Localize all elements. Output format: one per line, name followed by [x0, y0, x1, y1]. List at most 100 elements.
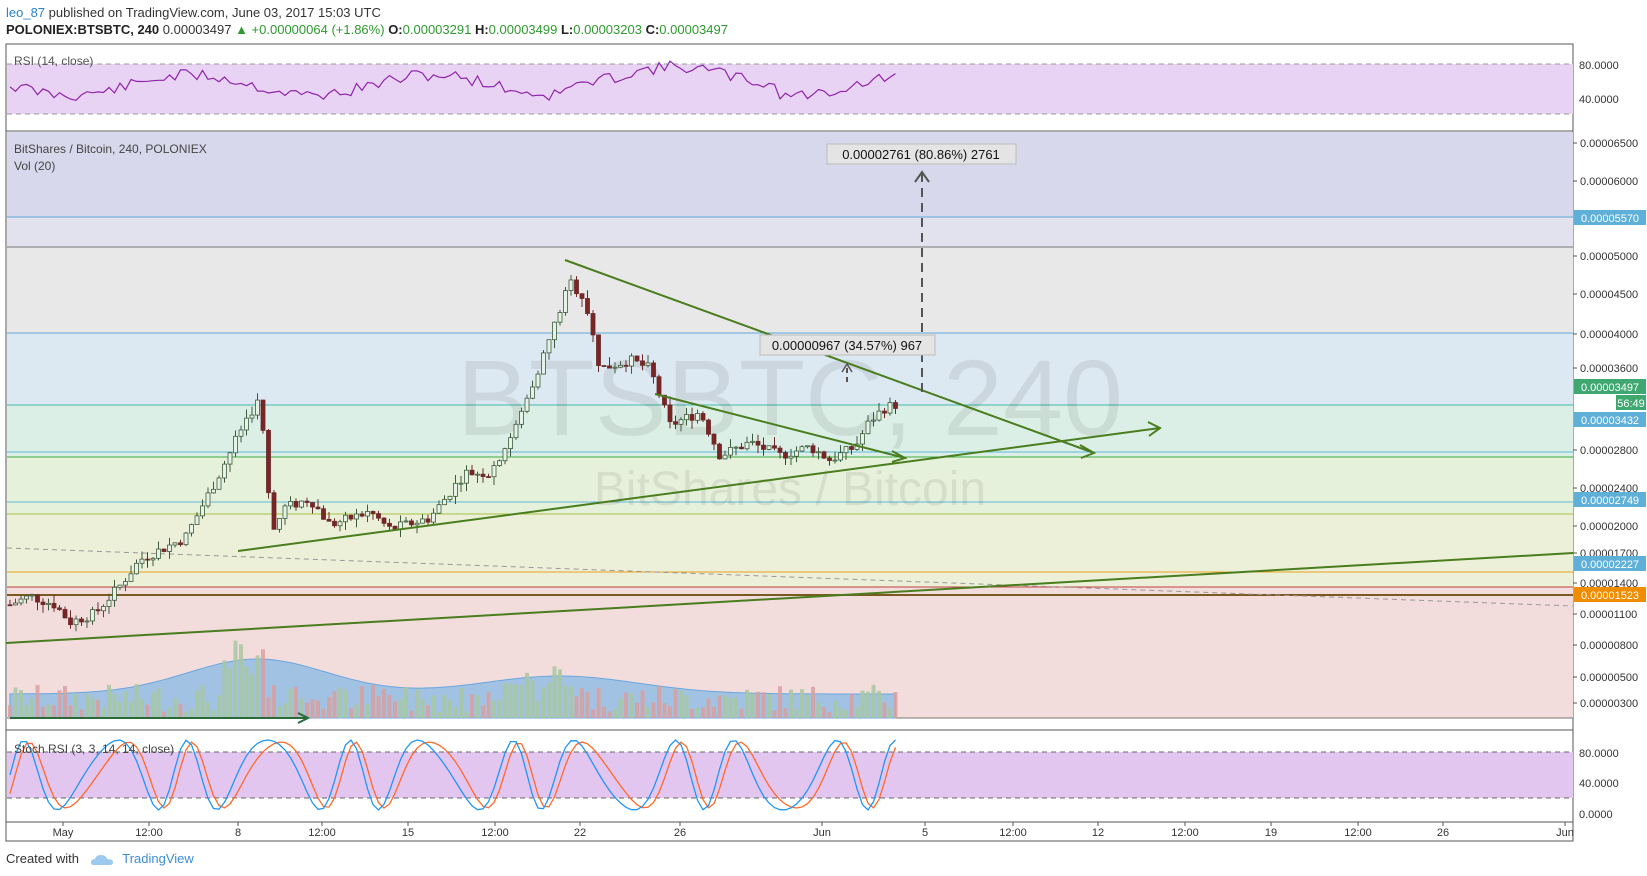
candle-body [150, 557, 156, 561]
candle-body [447, 495, 453, 500]
time-tick-label: 19 [1265, 827, 1277, 839]
candle-body [238, 429, 244, 437]
volume-bar [222, 660, 227, 718]
candle-body [216, 477, 222, 490]
low-value: 0.00003203 [573, 22, 642, 37]
inner-arrow-head [891, 450, 908, 463]
volume-bar [734, 697, 738, 718]
volume-bar [13, 687, 18, 718]
volume-bar [57, 690, 62, 718]
volume-bar [19, 690, 23, 718]
volume-bar [437, 711, 441, 718]
volume-bar [382, 688, 386, 718]
volume-bar [866, 691, 870, 718]
candle-body [563, 290, 568, 313]
volume-bar [398, 699, 403, 718]
candle-body [673, 421, 678, 425]
stoch-tick-80: 80.0000 [1579, 748, 1619, 760]
candle-body [458, 482, 464, 485]
quote-line: POLONIEX:BTSBTC, 240 0.00003497 ▲ +0.000… [6, 21, 728, 38]
candle-body [728, 446, 733, 456]
volume-bar [266, 697, 271, 718]
volume-bar [233, 640, 238, 718]
tradingview-brand-link[interactable]: TradingView [122, 851, 194, 866]
volume-bar [794, 709, 799, 718]
candle-body [788, 455, 794, 459]
time-tick-label: 5 [922, 827, 928, 839]
candle-body [546, 339, 552, 354]
high-value: 0.00003499 [488, 22, 558, 37]
volume-bar [536, 700, 540, 718]
volume-bar [85, 693, 89, 718]
stoch-panel: Stoch RSI (3, 3, 14, 14, close) 80.0000 … [7, 739, 1619, 821]
candle-body [288, 501, 293, 507]
volume-bar [8, 705, 12, 718]
time-tick-label: 26 [1437, 827, 1449, 839]
price-tags: 0.00005570 0.00003497 56:49 0.00003432 0.000… [1574, 210, 1646, 602]
candle-body [425, 518, 431, 523]
candle-body [189, 524, 194, 534]
candle-body [211, 488, 216, 494]
volume-bar [272, 685, 276, 718]
volume-bar [580, 688, 584, 718]
candle-body [717, 443, 722, 460]
volume-bar [789, 689, 793, 718]
volume-bar [288, 688, 293, 718]
candle-body [359, 513, 365, 517]
candle-body [326, 518, 332, 522]
candle-body [244, 417, 249, 431]
volume-bar [602, 706, 606, 718]
rsi-title: RSI (14, close) [14, 54, 93, 68]
price-tag-box [1574, 412, 1646, 427]
candle-body [95, 609, 101, 612]
candle-body [398, 521, 403, 530]
candle-body [882, 410, 887, 414]
candle-body [370, 511, 376, 515]
volume-bar [277, 706, 282, 718]
volume-bar [321, 708, 326, 718]
author-link[interactable]: leo_87 [6, 5, 46, 20]
volume-bar [624, 692, 628, 718]
volume-bar [90, 698, 95, 718]
candle-body [7, 604, 13, 607]
volume-bar [354, 704, 359, 718]
price-tag-label: 0.00001523 [1581, 590, 1639, 602]
volume-bar [349, 708, 353, 718]
volume-bar [629, 693, 634, 718]
volume-bar [46, 704, 51, 718]
volume-bar [140, 698, 144, 718]
stoch-d-line [9, 741, 897, 809]
candle-body [227, 452, 233, 465]
volume-bar [475, 695, 480, 718]
dashed-trend [6, 547, 1574, 607]
time-tick-label: 12:00 [999, 827, 1027, 839]
volume-bar [343, 689, 348, 718]
price-tag-label: 0.00003432 [1581, 415, 1639, 427]
volume-bar [420, 699, 425, 718]
candle-body [612, 366, 618, 369]
target-measure-head [914, 170, 930, 183]
volume-bar [327, 696, 331, 718]
price-tag-label: 0.00003497 [1581, 382, 1639, 394]
volume-bar [877, 690, 881, 718]
rsi-line [9, 60, 896, 102]
watermark-name: BitShares / Bitcoin [594, 463, 986, 516]
candle-body [139, 558, 145, 564]
stoch-k-line [9, 739, 896, 811]
volume-bar [167, 707, 172, 718]
volume-bar [684, 695, 689, 718]
candle-body [799, 446, 805, 452]
candle-body [431, 512, 436, 523]
volume-bar [283, 703, 287, 718]
candle-body [51, 602, 57, 609]
volume-bar [750, 693, 755, 718]
volume-bar [547, 682, 551, 718]
time-axis: May 12:00 8 12:00 15 12:00 22 26 Jun 5 12:00 12 12:0… [53, 822, 1574, 839]
volume-bar [552, 666, 557, 718]
candle-body [794, 450, 799, 457]
price-tag-label: 0.00005570 [1581, 213, 1639, 225]
candle-body [629, 355, 634, 367]
price-tick-label: 0.00000300 [1580, 698, 1638, 710]
candle-body [293, 501, 299, 508]
